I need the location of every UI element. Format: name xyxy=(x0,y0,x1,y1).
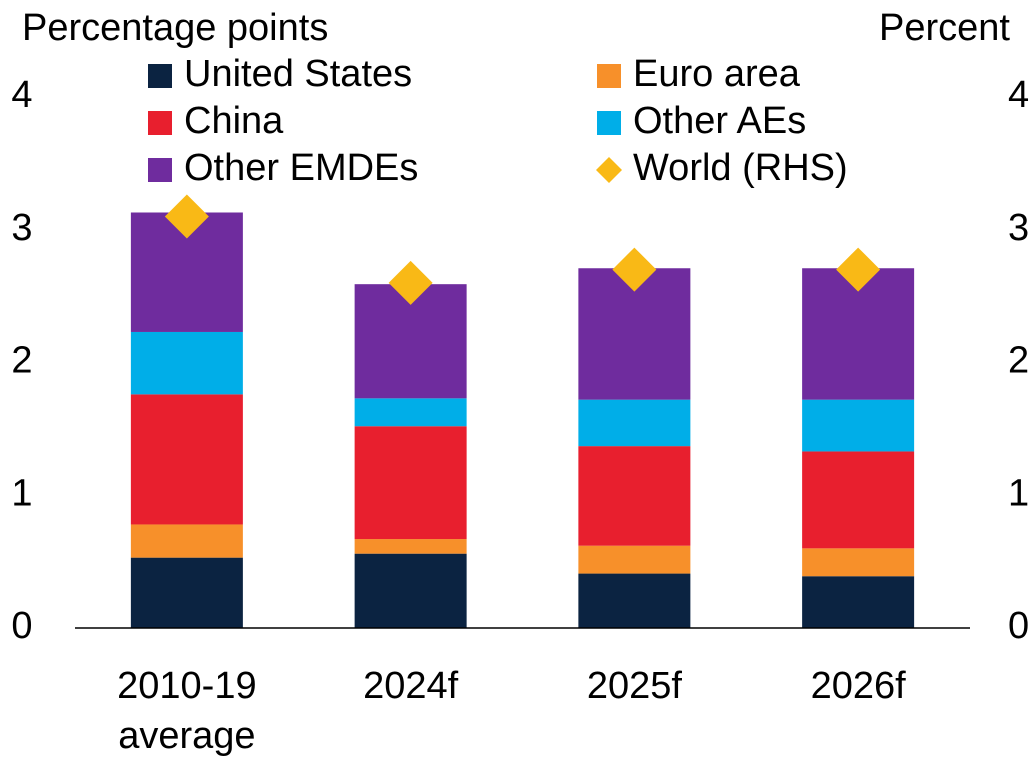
y2-axis-label: Percent xyxy=(879,7,1010,49)
x-tick-label: 2024f xyxy=(363,665,459,707)
x-tick-label: 2010-19 average xyxy=(117,665,256,757)
bar-segment xyxy=(354,539,467,554)
y2-tick-label: 4 xyxy=(1008,74,1029,116)
x-tick-label: 2026f xyxy=(811,665,907,707)
x-tick-label: 2025f xyxy=(587,665,683,707)
y-axis-label: Percentage points xyxy=(22,7,328,49)
bar-segment xyxy=(802,451,915,549)
legend-label: China xyxy=(184,100,284,142)
bar-segment xyxy=(130,331,243,395)
bar-segment xyxy=(802,576,915,628)
legend-marker xyxy=(148,64,172,88)
bar-segment xyxy=(578,573,691,628)
legend-label: United States xyxy=(184,53,412,95)
bar-segment xyxy=(578,399,691,447)
bar-segment xyxy=(130,524,243,558)
bar-segment xyxy=(578,545,691,574)
y-tick-label: 1 xyxy=(11,472,32,514)
legend-marker xyxy=(597,111,621,135)
world-marker xyxy=(164,194,209,239)
bar-segment xyxy=(578,446,691,546)
world-marker xyxy=(836,247,881,292)
bar-segment xyxy=(354,398,467,427)
world-marker xyxy=(388,260,433,305)
legend-marker xyxy=(597,64,621,88)
y-tick-label: 4 xyxy=(11,74,32,116)
legend-marker xyxy=(596,157,622,183)
bar-segment xyxy=(802,399,915,452)
bar-segment xyxy=(802,548,915,577)
legend-label: World (RHS) xyxy=(633,147,848,189)
bar-segment xyxy=(354,426,467,540)
bar-segment xyxy=(130,394,243,525)
y-tick-label: 2 xyxy=(11,340,32,382)
bar-segment xyxy=(354,553,467,628)
legend-label: Other EMDEs xyxy=(184,147,418,189)
legend-marker xyxy=(148,158,172,182)
world-marker xyxy=(612,247,657,292)
legend-label: Euro area xyxy=(633,53,801,95)
legend-marker xyxy=(148,111,172,135)
y-tick-label: 0 xyxy=(11,605,32,647)
y-tick-label: 3 xyxy=(11,207,32,249)
bar-segment xyxy=(130,557,243,628)
legend-label: Other AEs xyxy=(633,100,806,142)
y2-tick-label: 1 xyxy=(1008,472,1029,514)
y2-tick-label: 0 xyxy=(1008,605,1029,647)
y2-tick-label: 3 xyxy=(1008,207,1029,249)
y2-tick-label: 2 xyxy=(1008,340,1029,382)
